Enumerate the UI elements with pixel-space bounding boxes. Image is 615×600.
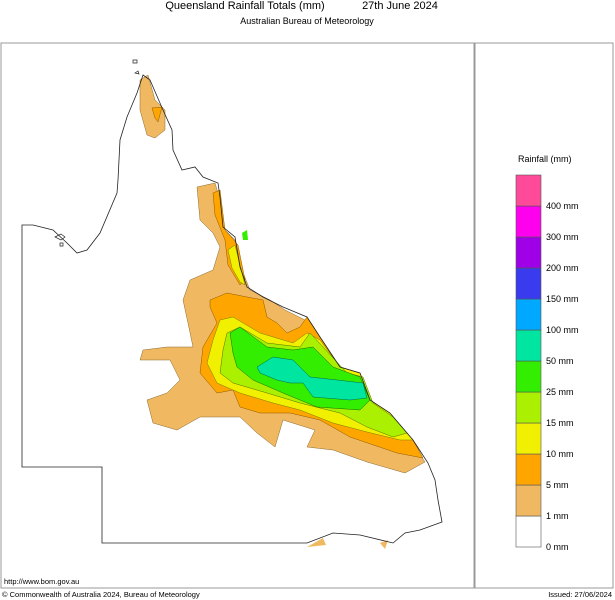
legend-swatch bbox=[515, 360, 542, 393]
legend-label: 1 mm bbox=[546, 511, 569, 521]
legend-swatch bbox=[515, 329, 542, 362]
legend-label: 25 mm bbox=[546, 387, 574, 397]
legend-label: 5 mm bbox=[546, 480, 569, 490]
copyright-notice: © Commonwealth of Australia 2024, Bureau… bbox=[2, 590, 200, 599]
map-title: Queensland Rainfall Totals (mm) bbox=[165, 0, 324, 12]
legend-colorbar: 0 mm 1 mm 5 mm 10 mm 15 mm 25 mm 50 mm 100 mm 15… bbox=[515, 174, 579, 552]
legend-swatch bbox=[515, 391, 542, 424]
source-url[interactable]: http://www.bom.gov.au bbox=[4, 577, 79, 586]
legend-label: 200 mm bbox=[546, 263, 579, 273]
map-date: 27th June 2024 bbox=[362, 0, 438, 12]
map-subtitle: Australian Bureau of Meteorology bbox=[240, 16, 374, 26]
legend-label: 50 mm bbox=[546, 356, 574, 366]
legend-swatch bbox=[515, 174, 542, 207]
rainfall-map bbox=[21, 59, 443, 549]
rain-zone-1-5mm bbox=[139, 74, 166, 139]
legend-swatch bbox=[515, 453, 542, 486]
issued-date: Issued: 27/06/2024 bbox=[548, 590, 612, 599]
legend-swatch bbox=[515, 515, 542, 548]
legend-label: 0 mm bbox=[546, 542, 569, 552]
legend-swatch bbox=[515, 236, 542, 269]
legend-panel bbox=[474, 42, 614, 589]
rain-zone-1-5mm bbox=[307, 538, 326, 547]
legend-label: 300 mm bbox=[546, 232, 579, 242]
queensland-outline bbox=[21, 74, 443, 544]
legend-swatch bbox=[515, 484, 542, 517]
rain-zone-10-15mm bbox=[227, 244, 246, 286]
rain-zone-1-5mm bbox=[380, 540, 388, 549]
legend-label: 150 mm bbox=[546, 294, 579, 304]
legend-label: 400 mm bbox=[546, 201, 579, 211]
rain-zone-25-50mm bbox=[242, 230, 248, 240]
legend-label: 10 mm bbox=[546, 449, 574, 459]
legend-label: 15 mm bbox=[546, 418, 574, 428]
legend-swatch bbox=[515, 267, 542, 300]
legend-swatch bbox=[515, 205, 542, 238]
rain-zone-50-100mm bbox=[256, 356, 368, 401]
rain-zone-5-10mm bbox=[151, 106, 163, 123]
island-outline bbox=[54, 59, 140, 247]
legend-swatch bbox=[515, 298, 542, 331]
legend-swatch bbox=[515, 422, 542, 455]
legend-label: 100 mm bbox=[546, 325, 579, 335]
legend-title: Rainfall (mm) bbox=[518, 154, 572, 164]
